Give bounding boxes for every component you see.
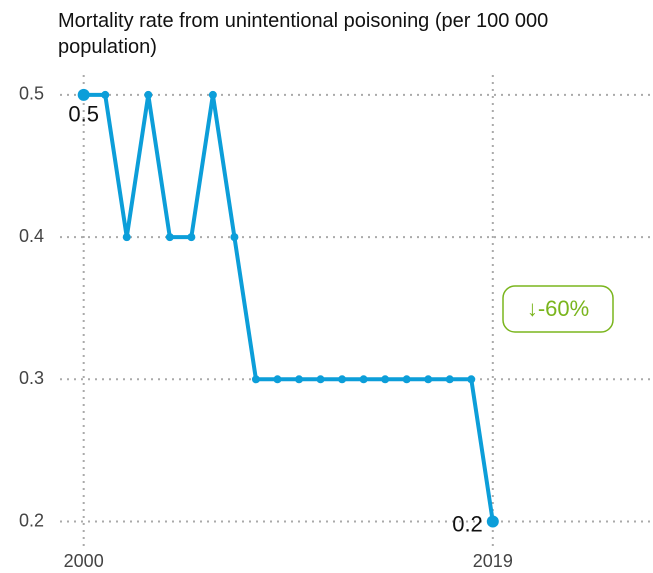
y-tick-label: 0.4 [19, 226, 44, 246]
point [402, 375, 411, 384]
point [77, 88, 90, 101]
y-tick-label: 0.3 [19, 368, 44, 388]
line [83, 92, 495, 522]
point [273, 375, 282, 384]
annotation-badge: ↓-60% [502, 285, 614, 333]
badge-box [502, 285, 614, 333]
point [230, 233, 239, 242]
point [359, 375, 368, 384]
x-tick-label: 2000 [64, 551, 104, 571]
point [467, 375, 476, 384]
chart-title: Mortality rate from unintentional poison… [58, 10, 549, 58]
point [187, 233, 196, 242]
point [445, 375, 454, 384]
point [165, 233, 174, 242]
data-label: 0.5 [68, 102, 99, 127]
point [251, 375, 260, 384]
y-tick-label: 0.5 [19, 84, 44, 104]
point [381, 375, 390, 384]
point [144, 90, 153, 99]
data-label: 0.2 [452, 511, 483, 536]
point [486, 515, 499, 528]
point [424, 375, 433, 384]
annotation: ↓-60% [527, 296, 589, 321]
point [122, 233, 131, 242]
point [295, 375, 304, 384]
point [316, 375, 325, 384]
point [208, 90, 217, 99]
point [101, 90, 110, 99]
x-tick-label: 2019 [473, 551, 513, 571]
point [338, 375, 347, 384]
y-tick-label: 0.2 [19, 510, 44, 530]
